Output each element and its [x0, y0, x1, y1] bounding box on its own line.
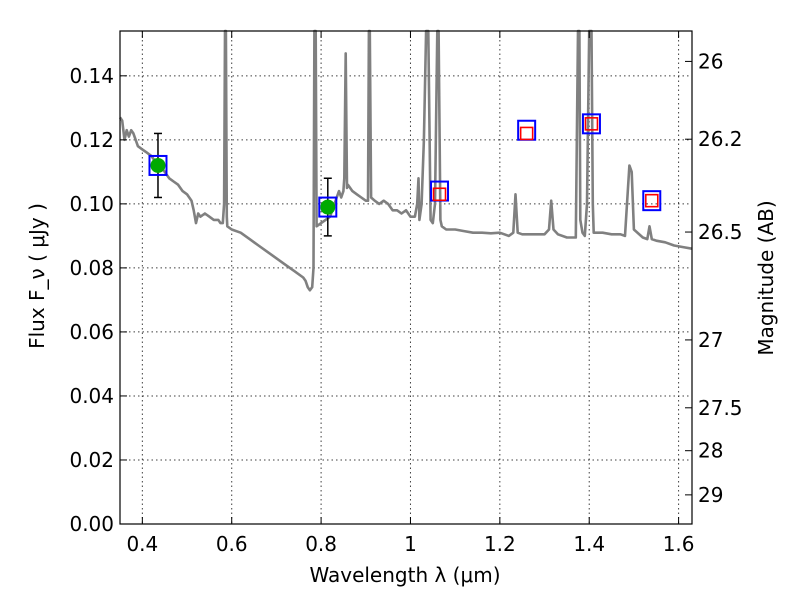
y2-tick-label: 27 [698, 328, 723, 352]
y2-axis-ticks: 26 26.2 26.5 27 27.5 28 29 [685, 49, 743, 507]
y-tick-label: 0.06 [69, 320, 114, 344]
model-spectrum [118, 29, 693, 292]
x-tick-label: 1.6 [663, 532, 695, 556]
x-tick-label: 0.8 [305, 532, 337, 556]
y-tick-label: 0.12 [69, 128, 114, 152]
y2-tick-label: 28 [698, 439, 723, 463]
x-axis-ticks: 0.4 0.6 0.8 1 1.2 1.4 1.6 [126, 31, 695, 556]
y-tick-label: 0.00 [69, 512, 114, 536]
x-tick-label: 1.2 [484, 532, 516, 556]
y-axis-title: Flux F_ν ( μJy ) [25, 203, 49, 349]
y-tick-label: 0.02 [69, 448, 114, 472]
model-flux-square-red [432, 187, 447, 202]
y2-axis-title: Magnitude (AB) [754, 200, 778, 355]
spectrum-line [118, 29, 693, 292]
observed-flux-point [150, 157, 166, 173]
y2-tick-label: 29 [698, 483, 723, 507]
y-tick-label: 0.04 [69, 384, 114, 408]
y-axis-ticks: 0.00 0.02 0.04 0.06 0.08 0.10 0.12 0.14 [69, 64, 127, 536]
model-flux-square-red [519, 126, 534, 141]
plot-frame [119, 30, 693, 525]
y2-tick-label: 26.5 [698, 220, 743, 244]
model-flux-square-red [644, 193, 659, 208]
photometry-markers [148, 113, 662, 237]
y2-tick-label: 26.2 [698, 127, 743, 151]
y2-tick-label: 26 [698, 49, 723, 73]
grid-lines [120, 31, 692, 524]
observed-flux-point [320, 199, 336, 215]
model-flux-square-blue [318, 196, 338, 218]
model-flux-square-blue [581, 113, 601, 135]
y2-tick-label: 27.5 [698, 396, 743, 420]
x-tick-label: 1 [404, 532, 417, 556]
x-axis-title: Wavelength λ (μm) [309, 563, 500, 587]
x-tick-label: 0.4 [126, 532, 158, 556]
y-tick-label: 0.08 [69, 256, 114, 280]
x-tick-label: 0.6 [216, 532, 248, 556]
model-flux-square-blue [642, 190, 662, 212]
y-tick-label: 0.14 [69, 64, 114, 88]
y-tick-label: 0.10 [69, 192, 114, 216]
model-flux-square-blue [148, 154, 168, 176]
model-flux-square-red [584, 117, 599, 131]
x-tick-label: 1.4 [573, 532, 605, 556]
